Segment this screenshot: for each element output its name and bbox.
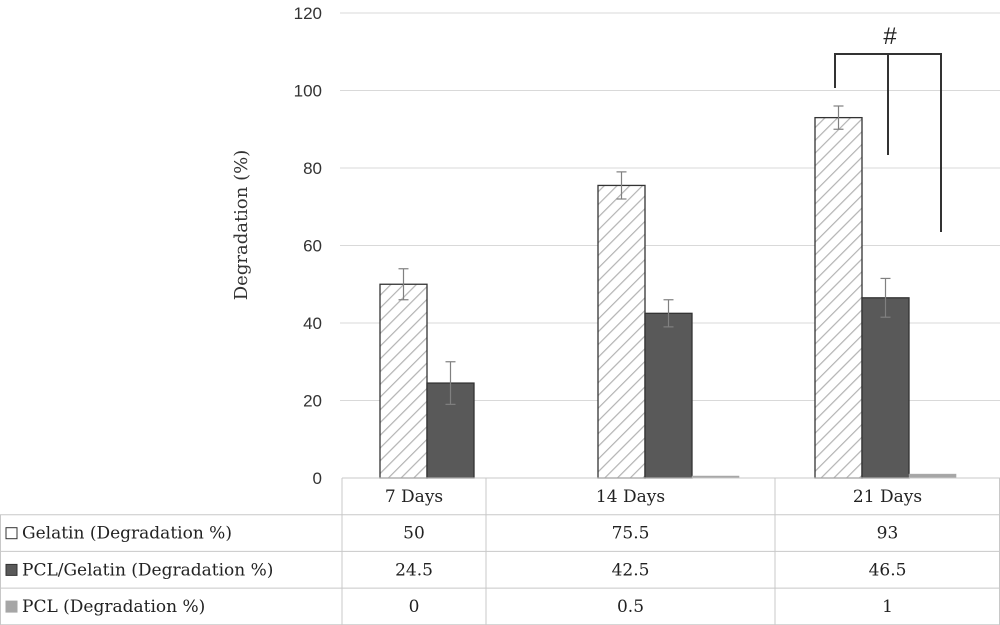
series-name: Gelatin (Degradation %) [22,524,232,544]
category-label: 21 Days [853,487,922,507]
data-label: 75.5 [612,524,650,544]
data-label: 0 [409,597,420,617]
data-label: 46.5 [869,560,907,580]
data-label: 93 [877,524,899,544]
bar [644,312,693,479]
bar [379,283,428,479]
y-tick-label: 100 [294,82,322,101]
y-tick-label: 80 [303,159,322,178]
data-label: 24.5 [395,560,433,580]
significance-annotation: # [883,23,897,50]
y-tick-label: 20 [303,392,322,411]
y-tick-label: 60 [303,237,322,256]
bars [379,116,957,479]
category-label: 7 Days [385,487,443,507]
data-label: 1 [882,597,893,617]
y-axis-label: Degradation (%) [231,150,252,301]
category-label: 14 Days [596,487,665,507]
error-bars [398,105,891,405]
legend-key [5,527,18,540]
y-tick-label: 120 [294,4,322,23]
y-tick-labels: 0 20 40 60 80 100 120 [294,4,322,488]
bar [597,184,646,479]
y-tick-label: 0 [313,469,322,488]
data-label: 0.5 [617,597,644,617]
significance-bracket [834,53,942,232]
legend-key [5,563,18,576]
data-label: 42.5 [612,560,650,580]
bar [908,473,957,479]
series-name: PCL/Gelatin (Degradation %) [22,560,273,580]
series-name: PCL (Degradation %) [22,597,205,617]
legend-key [5,600,18,613]
bracket-line [834,53,942,232]
data-label: 50 [403,524,425,544]
bar [814,116,863,479]
bar [861,297,910,479]
data-table: 7 Days 14 Days 21 Days Gelatin (Degradation… [0,477,1000,625]
y-tick-label: 40 [303,314,322,333]
